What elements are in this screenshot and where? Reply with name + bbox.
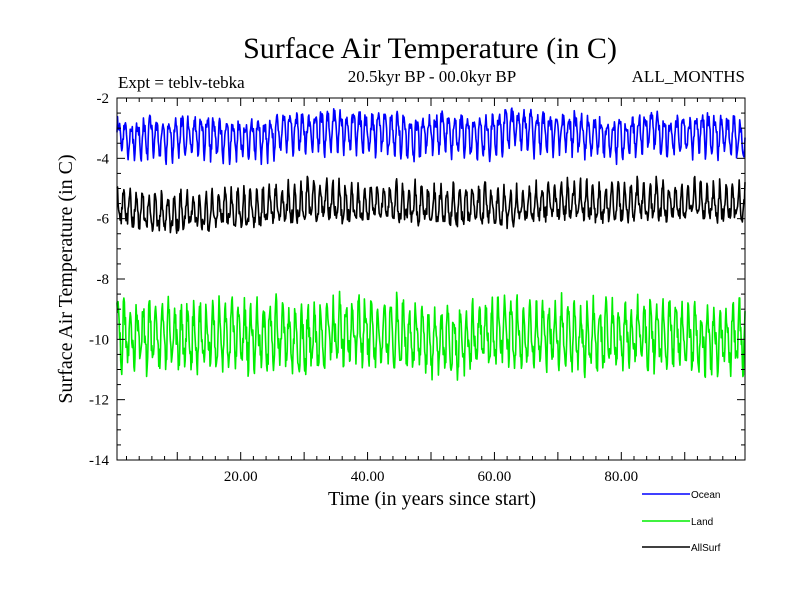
y-tick-label: -4	[97, 151, 110, 167]
x-tick-label: 40.00	[351, 469, 385, 485]
legend-label-allsurf: AllSurf	[691, 543, 721, 554]
series-line-land	[116, 290, 746, 381]
chart-subtitle-center: 20.5kyr BP - 00.0kyr BP	[348, 67, 516, 86]
x-axis-label: Time (in years since start)	[328, 488, 536, 510]
plot-lines	[116, 107, 746, 381]
x-tick-label: 80.00	[604, 469, 638, 485]
y-tick-label: -14	[89, 453, 109, 469]
chart-subtitle-right: ALL_MONTHS	[632, 67, 745, 86]
series-line-ocean	[116, 107, 746, 166]
series-line-allsurf	[116, 175, 746, 234]
chart-title: Surface Air Temperature (in C)	[243, 32, 617, 65]
y-axis-label: Surface Air Temperature (in C)	[55, 154, 77, 403]
y-axis: -14 -12 -10 -8 -6 -4 -2	[89, 91, 745, 469]
y-tick-label: -8	[97, 272, 110, 288]
x-tick-label: 60.00	[478, 469, 512, 485]
y-tick-label: -6	[97, 212, 110, 228]
x-tick-label: 20.00	[224, 469, 258, 485]
legend-label-ocean: Ocean	[691, 490, 720, 501]
y-tick-label: -2	[97, 91, 110, 107]
legend: Ocean Land AllSurf	[642, 490, 721, 554]
y-tick-label: -10	[89, 332, 109, 348]
legend-label-land: Land	[691, 517, 713, 528]
chart-subtitle-left: Expt = teblv-tebka	[118, 73, 245, 92]
y-tick-label: -12	[89, 393, 109, 409]
x-axis: 20.00 40.00 60.00 80.00	[126, 98, 736, 485]
